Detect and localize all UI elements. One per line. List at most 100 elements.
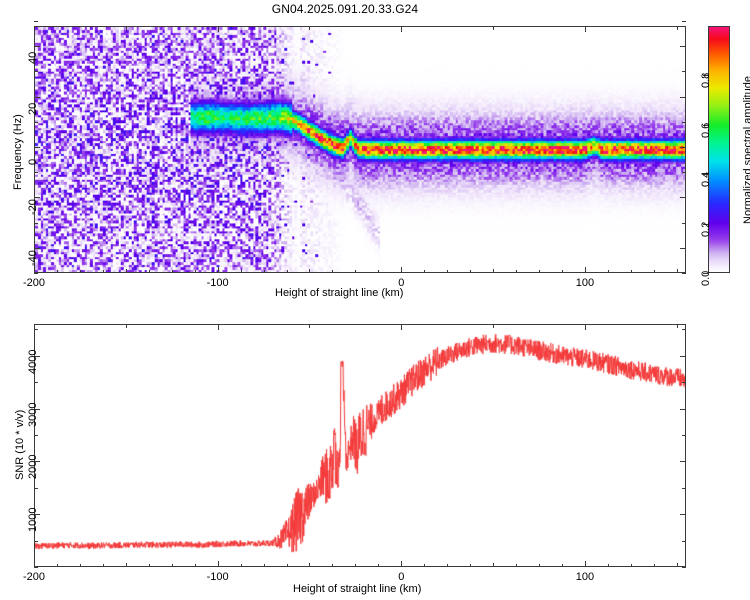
x-minor-tick [355, 564, 357, 567]
x-minor-tick [424, 270, 426, 273]
y-tick-right [682, 273, 686, 274]
snr-line-chart [35, 325, 685, 566]
x-minor-tick [607, 564, 609, 567]
y-tick-right [682, 172, 686, 174]
x-tick-label: -100 [206, 277, 229, 289]
x-tick [125, 269, 127, 273]
x-minor-tick [470, 564, 472, 567]
y-tick [34, 514, 40, 516]
x-minor-tick [102, 564, 104, 567]
y-tick [34, 172, 38, 174]
y-tick-label: 0 [27, 158, 39, 165]
x-tick-top [309, 324, 311, 328]
x-tick-top [676, 26, 678, 30]
y-tick-label: 1000 [27, 507, 39, 533]
x-minor-tick [447, 564, 449, 567]
x-tick-top [217, 26, 219, 32]
x-tick [401, 561, 403, 567]
x-minor-tick [332, 270, 334, 273]
x-tick-label: -100 [206, 571, 229, 583]
x-tick [493, 269, 495, 273]
snr-plot-area [34, 324, 686, 567]
x-minor-tick [539, 270, 541, 273]
x-minor-tick [263, 564, 265, 567]
y-tick-right [682, 567, 686, 568]
x-minor-tick [562, 270, 564, 273]
colorbar-tick-label: 0.4 [700, 171, 712, 188]
x-minor-tick [240, 564, 242, 567]
y-tick [34, 146, 40, 148]
x-minor-tick [148, 270, 150, 273]
x-tick [584, 267, 586, 273]
y-tick-right [682, 222, 686, 224]
y-tick-right [680, 247, 686, 249]
x-minor-tick [539, 564, 541, 567]
x-tick-top [309, 26, 311, 30]
y-tick-right [680, 514, 686, 516]
x-minor-tick [102, 270, 104, 273]
y-tick-label: -20 [27, 199, 39, 216]
x-tick-top [217, 324, 219, 330]
x-tick-label: 100 [575, 571, 595, 583]
x-tick-label: -200 [22, 571, 46, 583]
x-minor-tick [516, 270, 518, 273]
x-minor-tick [653, 270, 655, 273]
x-minor-tick [194, 564, 196, 567]
x-minor-tick [630, 270, 632, 273]
x-minor-tick [355, 270, 357, 273]
y-tick-label: -40 [27, 249, 39, 266]
y-tick [34, 355, 40, 357]
x-minor-tick [79, 270, 81, 273]
x-minor-tick [286, 270, 288, 273]
x-minor-tick [263, 270, 265, 273]
y-tick-label: 20 [27, 102, 39, 115]
y-tick-right [682, 20, 686, 22]
y-tick [34, 197, 40, 199]
y-tick [34, 487, 38, 489]
y-tick-right [680, 197, 686, 199]
y-tick-label: 40 [27, 51, 39, 65]
x-tick-top [493, 324, 495, 328]
x-minor-tick [447, 270, 449, 273]
x-minor-tick [194, 270, 196, 273]
y-tick-right [680, 355, 686, 357]
x-tick [34, 267, 35, 273]
snr-yaxis-label: SNR (10 * v/v) [14, 409, 26, 480]
x-minor-tick [653, 564, 655, 567]
x-tick [401, 267, 403, 273]
y-tick-right [680, 146, 686, 148]
y-tick [34, 96, 40, 98]
x-tick [309, 269, 311, 273]
x-minor-tick [470, 270, 472, 273]
spectrogram-plot-area [34, 26, 686, 273]
x-tick-label: 0 [398, 277, 405, 289]
x-minor-tick [171, 270, 173, 273]
x-minor-tick [56, 270, 58, 273]
colorbar-tick [703, 124, 708, 126]
x-tick-top [584, 324, 586, 330]
colorbar-gradient [708, 26, 730, 273]
x-minor-tick [378, 270, 380, 273]
colorbar-tick [703, 174, 708, 176]
x-minor-tick [240, 270, 242, 273]
x-tick [676, 563, 678, 567]
y-tick-label: 2000 [27, 454, 39, 480]
spectrogram-yaxis-label: Frequency (Hz) [12, 114, 24, 190]
x-tick-top [401, 324, 403, 330]
x-tick-label: 100 [575, 277, 595, 289]
colorbar-tick-label: 0.6 [700, 122, 712, 138]
y-tick [34, 121, 38, 123]
x-minor-tick [562, 564, 564, 567]
x-minor-tick [424, 564, 426, 567]
x-minor-tick [286, 564, 288, 567]
x-minor-tick [171, 564, 173, 567]
y-tick-label: 4000 [27, 349, 39, 374]
y-tick-right [682, 121, 686, 123]
x-tick [676, 269, 678, 273]
snr-xaxis-label: Height of straight line (km) [293, 583, 422, 595]
x-tick-top [125, 324, 127, 328]
page-title: GN04.2025.091.20.33.G24 [271, 2, 419, 16]
y-tick [34, 461, 40, 463]
y-tick-right [680, 408, 686, 410]
